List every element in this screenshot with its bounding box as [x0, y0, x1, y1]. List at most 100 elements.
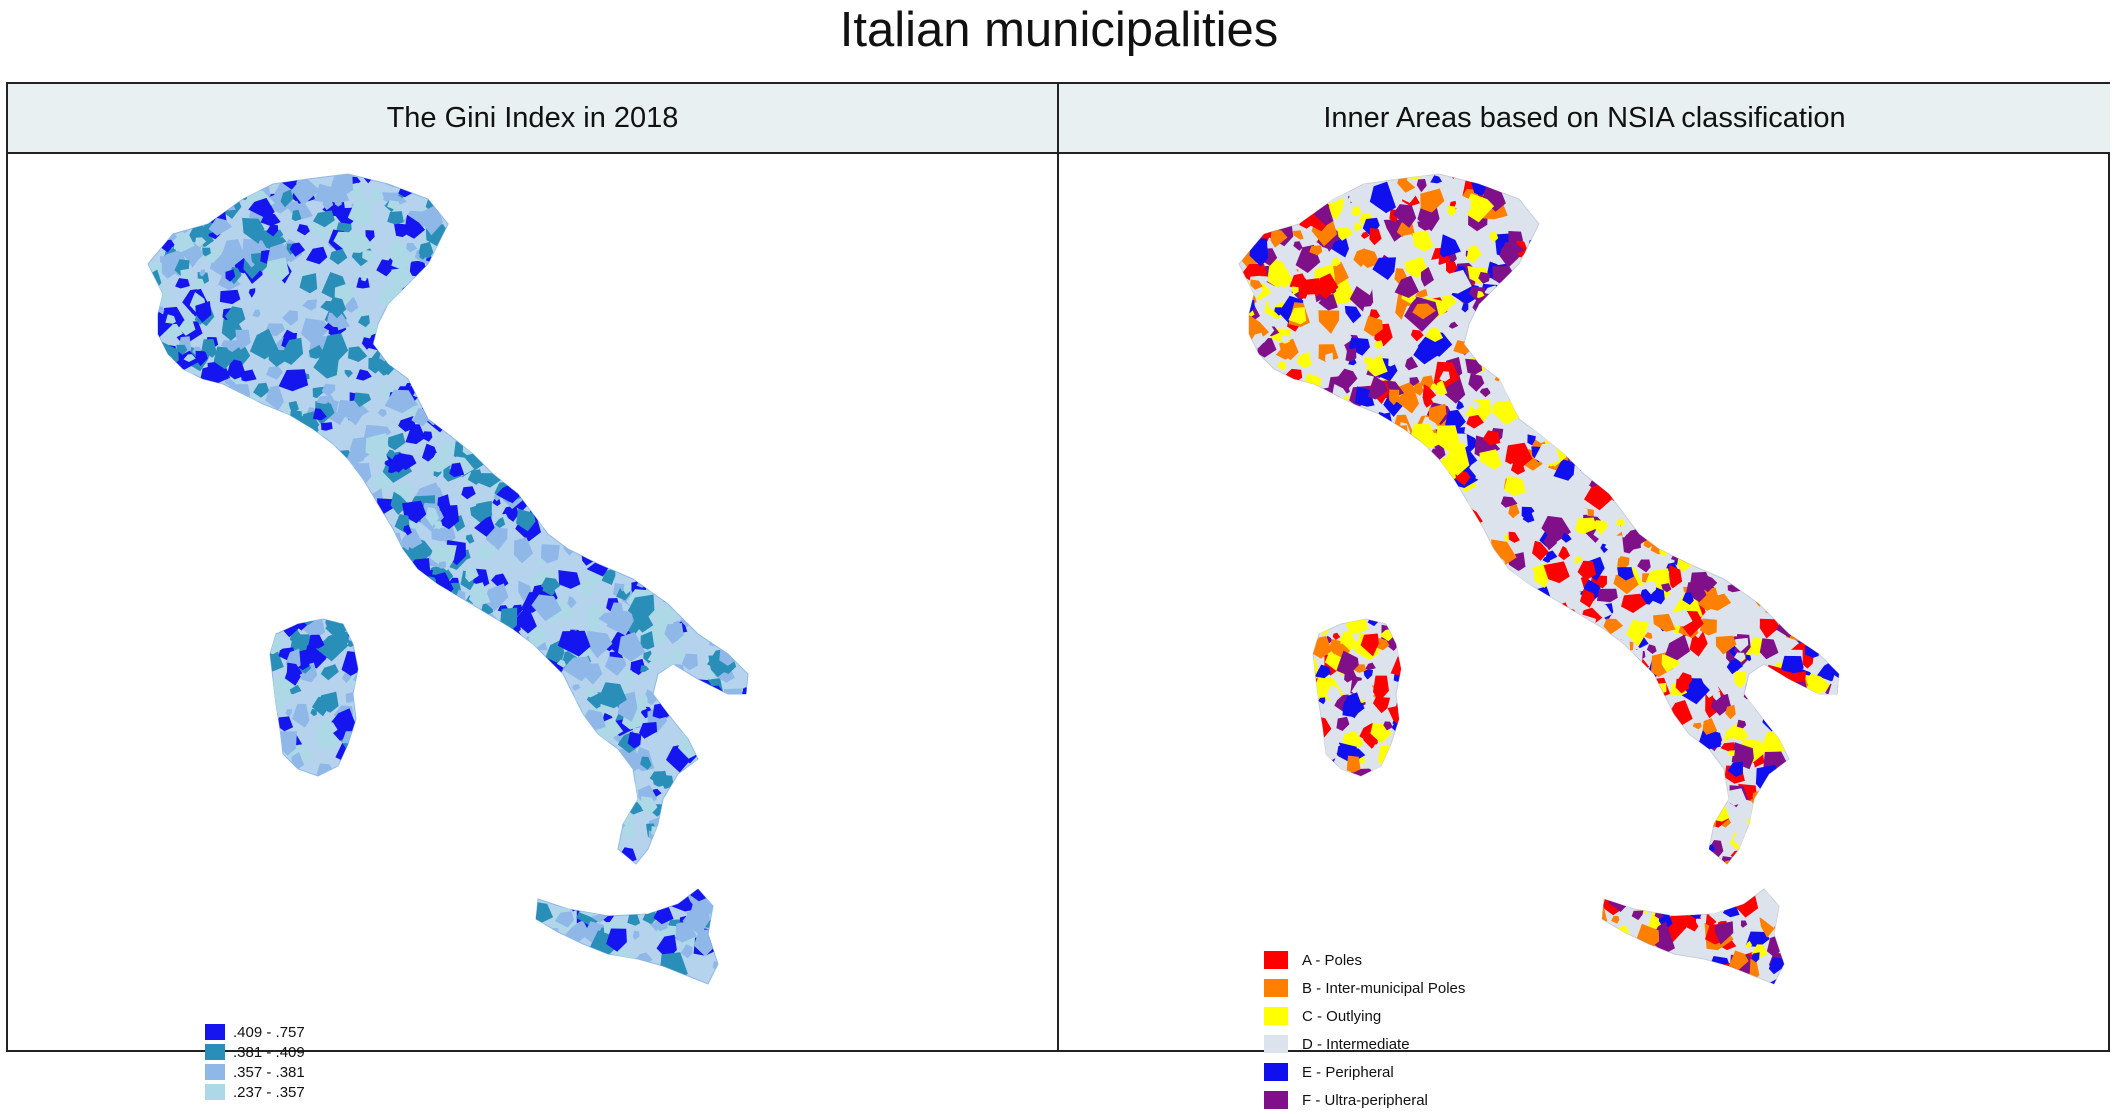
municipality-patch — [739, 699, 748, 707]
municipality-patch — [715, 274, 732, 292]
municipality-patch — [1629, 502, 1650, 520]
municipality-patch — [486, 287, 502, 304]
municipality-patch — [734, 285, 746, 294]
municipality-patch — [1795, 904, 1806, 916]
municipality-patch — [712, 396, 737, 421]
municipality-patch — [640, 756, 652, 770]
municipality-patch — [641, 218, 668, 251]
municipality-patch — [1833, 549, 1839, 557]
municipality-patch — [1515, 591, 1536, 610]
municipality-patch — [612, 260, 622, 270]
municipality-patch — [1556, 689, 1565, 698]
municipality-patch — [173, 862, 189, 880]
municipality-patch — [227, 358, 247, 380]
municipality-patch — [148, 284, 157, 296]
municipality-patch — [1694, 890, 1717, 904]
municipality-patch — [258, 714, 275, 732]
municipality-patch — [210, 590, 226, 610]
municipality-patch — [394, 452, 417, 471]
municipality-patch — [428, 370, 454, 395]
municipality-patch — [1223, 986, 1237, 998]
municipality-patch — [195, 935, 217, 959]
municipality-patch — [179, 174, 197, 189]
municipality-patch — [713, 426, 727, 440]
municipality-patch — [777, 918, 797, 937]
municipality-patch — [1714, 440, 1730, 461]
municipality-patch — [658, 319, 681, 340]
municipality-patch — [1299, 472, 1317, 486]
municipality-patch — [1838, 763, 1839, 777]
municipality-patch — [372, 979, 387, 984]
municipality-patch — [585, 688, 599, 698]
municipality-patch — [1372, 474, 1388, 491]
municipality-patch — [470, 706, 489, 725]
municipality-patch — [800, 376, 812, 392]
municipality-patch — [1725, 184, 1748, 208]
municipality-patch — [1587, 334, 1615, 355]
municipality-patch — [628, 988, 645, 998]
municipality-patch — [727, 289, 736, 299]
municipality-patch — [1616, 518, 1625, 526]
municipality-patch — [1678, 200, 1694, 215]
municipality-patch — [388, 460, 401, 474]
municipality-patch — [288, 438, 316, 458]
municipality-patch — [780, 176, 797, 193]
municipality-patch — [415, 741, 442, 764]
municipality-patch — [1835, 368, 1839, 377]
municipality-patch — [789, 463, 805, 480]
municipality-patch — [414, 712, 441, 740]
municipality-patch — [277, 828, 299, 849]
municipality-patch — [154, 723, 173, 740]
municipality-patch — [738, 943, 748, 952]
municipality-patch — [195, 237, 207, 248]
municipality-patch — [1407, 710, 1417, 721]
municipality-patch — [267, 527, 275, 535]
municipality-patch — [526, 194, 537, 210]
municipality-patch — [204, 982, 222, 984]
municipality-patch — [1782, 259, 1803, 276]
municipality-patch — [624, 336, 649, 360]
municipality-patch — [768, 421, 794, 444]
municipality-patch — [1304, 511, 1323, 530]
municipality-patch — [317, 589, 333, 609]
municipality-patch — [484, 797, 513, 828]
municipality-patch — [1282, 574, 1297, 588]
municipality-patch — [1219, 447, 1229, 458]
municipality-patch — [1509, 279, 1522, 293]
municipality-patch — [599, 500, 620, 517]
municipality-patch — [322, 887, 339, 908]
municipality-patch — [327, 810, 348, 835]
municipality-patch — [1445, 547, 1468, 571]
municipality-patch — [1641, 705, 1660, 733]
municipality-patch — [796, 238, 803, 245]
municipality-patch — [1636, 861, 1651, 878]
municipality-patch — [675, 308, 683, 319]
municipality-patch — [743, 645, 748, 672]
municipality-patch — [224, 306, 246, 328]
municipality-patch — [249, 526, 258, 537]
municipality-patch — [1741, 237, 1749, 244]
municipality-patch — [512, 782, 535, 811]
municipality-patch — [799, 510, 821, 532]
municipality-patch — [376, 963, 396, 984]
municipality-patch — [381, 900, 409, 928]
municipality-patch — [699, 198, 716, 217]
municipality-patch — [398, 416, 416, 432]
municipality-patch — [148, 219, 161, 241]
municipality-patch — [715, 715, 732, 733]
municipality-patch — [1646, 644, 1657, 654]
municipality-patch — [1535, 739, 1550, 758]
municipality-patch — [732, 547, 744, 562]
municipality-patch — [226, 899, 252, 919]
municipality-patch — [1614, 703, 1631, 717]
municipality-patch — [714, 565, 724, 575]
municipality-patch — [1676, 858, 1705, 882]
municipality-patch — [771, 389, 803, 413]
municipality-patch — [1374, 340, 1384, 350]
municipality-patch — [1186, 953, 1209, 976]
municipality-patch — [1835, 489, 1839, 501]
municipality-patch — [1843, 372, 1864, 395]
municipality-patch — [1388, 762, 1410, 784]
municipality-patch — [1502, 705, 1513, 714]
municipality-patch — [1205, 269, 1219, 283]
